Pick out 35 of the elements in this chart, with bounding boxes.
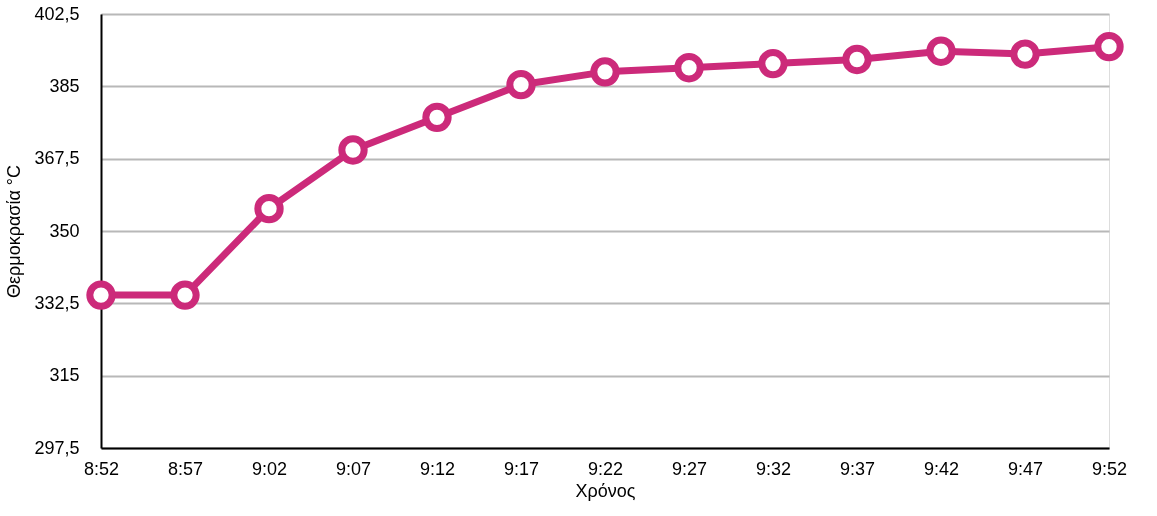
point <box>422 102 452 132</box>
point <box>842 44 872 75</box>
x-tick-label: 9:32 <box>755 458 792 479</box>
x-tick-label: 9:22 <box>587 458 624 479</box>
y-tick-label: 315 <box>49 365 80 386</box>
x-tick-label: 9:17 <box>503 458 540 479</box>
y-tick-label: 350 <box>49 220 80 241</box>
point <box>1094 32 1124 62</box>
point <box>674 53 704 83</box>
y-tick-label: 332,5 <box>34 292 80 313</box>
x-tick-label: 8:57 <box>167 458 204 479</box>
x-axis-title: Χρόνος <box>575 480 636 501</box>
point <box>338 135 368 165</box>
point <box>758 48 788 79</box>
x-tick-label: 8:52 <box>83 458 120 479</box>
point <box>1010 39 1040 69</box>
point <box>926 36 956 66</box>
point <box>590 57 620 87</box>
x-tick-label: 9:27 <box>671 458 708 479</box>
y-tick-label: 402,5 <box>34 3 80 24</box>
y-tick-label: 385 <box>49 75 80 96</box>
x-tick-label: 9:07 <box>335 458 372 479</box>
point <box>170 280 200 310</box>
x-tick-label: 9:02 <box>251 458 288 479</box>
y-tick-label: 297,5 <box>34 437 80 458</box>
y-tick-label: 367,5 <box>34 148 80 169</box>
x-tick-label: 9:12 <box>419 458 456 479</box>
point <box>506 70 536 100</box>
x-tick-label: 9:42 <box>923 458 960 479</box>
point <box>86 280 116 310</box>
x-tick-label: 9:47 <box>1007 458 1044 479</box>
point <box>254 194 284 224</box>
y-axis-title: Θερμοκρασία °C <box>4 164 25 299</box>
x-tick-label: 9:37 <box>839 458 876 479</box>
x-tick-label: 9:52 <box>1091 458 1128 479</box>
